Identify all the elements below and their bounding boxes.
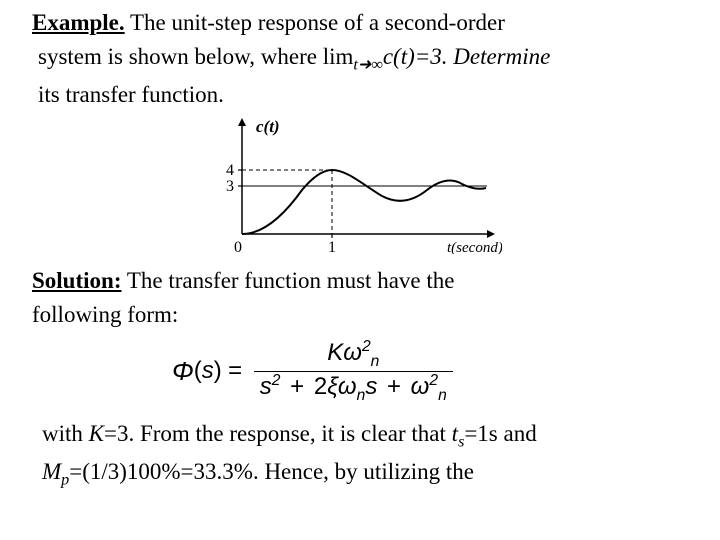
ex-text-3: its transfer function. xyxy=(38,82,224,107)
final-with: with xyxy=(42,421,89,446)
transfer-function-eq: Φ (s) = Kω2n s2 + 2ξωns + ω2n xyxy=(172,338,696,405)
svg-text:c(t): c(t) xyxy=(256,117,280,136)
lim-sub: t➜∞ xyxy=(353,56,382,73)
eq-arg: (s) xyxy=(194,357,222,385)
final-Mp: M xyxy=(42,459,61,484)
svg-text:0: 0 xyxy=(234,239,242,254)
solution-label: Solution: xyxy=(32,268,121,293)
step-response-chart: 34 0 1 c(t) t(second) xyxy=(202,114,696,260)
eq-fraction: Kω2n s2 + 2ξωns + ω2n xyxy=(254,338,453,405)
lim-c: c xyxy=(383,44,393,69)
final-K: K xyxy=(89,421,104,446)
svg-text:t(second): t(second) xyxy=(447,240,502,254)
svg-text:1: 1 xyxy=(328,239,336,254)
final-ts-after: =1s and xyxy=(464,421,536,446)
sol-text-2: following form: xyxy=(32,302,178,327)
example-label: Example. xyxy=(32,10,125,35)
ex-text-1: The unit-step response of a second-order xyxy=(125,10,505,35)
svg-text:4: 4 xyxy=(226,162,234,179)
ex-text-2: system is shown below, where xyxy=(38,44,323,69)
final-Mp-sub: p xyxy=(61,472,69,489)
eq-equals: = xyxy=(228,357,242,385)
lim-rest: (t)=3. Determine xyxy=(393,44,550,69)
eq-phi: Φ xyxy=(172,356,194,387)
final-eq3: =3. From the response, it is clear that xyxy=(104,421,452,446)
sol-text-1: The transfer function must have the xyxy=(121,268,454,293)
final-Mp-after: =(1/3)100%=33.3%. Hence, by utilizing th… xyxy=(69,459,474,484)
svg-text:3: 3 xyxy=(226,178,234,195)
lim-text: lim xyxy=(323,44,354,69)
